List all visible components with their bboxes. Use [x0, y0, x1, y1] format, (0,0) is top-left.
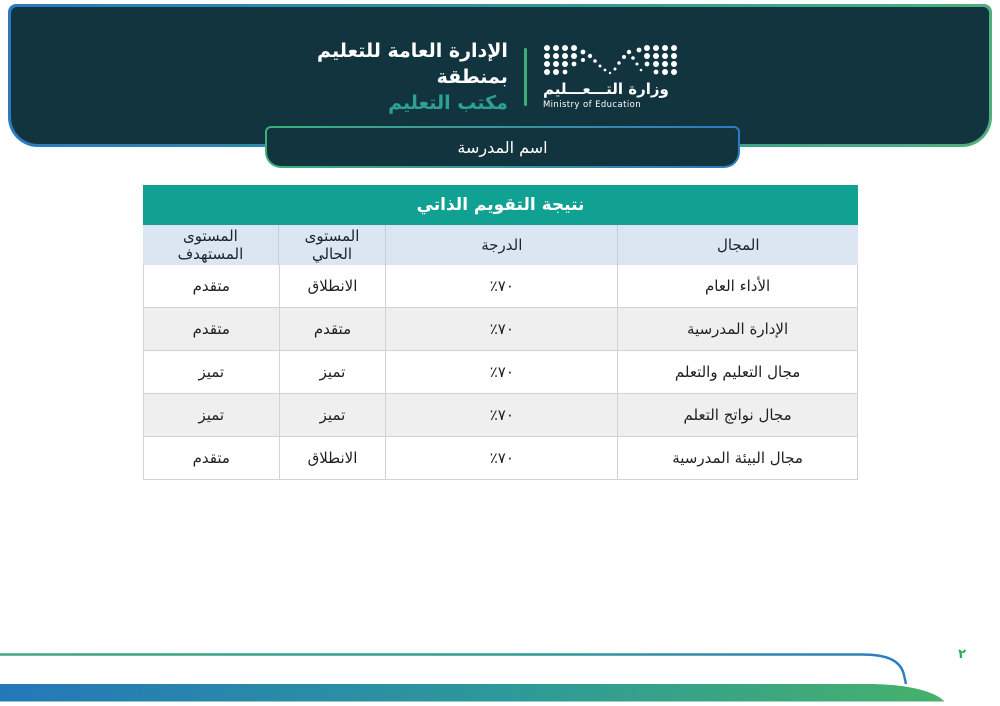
header-inner: الإدارة العامة للتعليم بمنطقة مكتب التعل…: [11, 7, 989, 144]
cell-target: تميز: [144, 394, 280, 436]
column-header-current: المستوى الحالي: [279, 225, 387, 265]
brand-block: الإدارة العامة للتعليم بمنطقة مكتب التعل…: [317, 38, 683, 116]
table-header-row: المجال الدرجة المستوى الحالي المستوى الم…: [143, 225, 858, 265]
school-name-tab-inner: اسم المدرسة: [267, 128, 738, 166]
footer-thin-line: [0, 653, 908, 685]
cell-domain: الإدارة المدرسية: [687, 320, 789, 338]
table-title: نتيجة التقويم الذاتي: [143, 185, 858, 225]
cell-current: تميز: [280, 394, 387, 436]
cell-current: تميز: [280, 351, 387, 393]
column-header-score: الدرجة: [386, 225, 619, 265]
table-row: الأداء العام ٧٠٪ الانطلاق متقدم: [144, 265, 857, 307]
self-evaluation-table: نتيجة التقويم الذاتي المجال الدرجة المست…: [143, 185, 858, 480]
table-row: مجال نواتج التعلم ٧٠٪ تميز تميز: [144, 393, 857, 436]
column-header-domain: المجال: [716, 236, 760, 254]
cell-domain: الأداء العام: [704, 277, 771, 295]
ministry-name-arabic: وزارة التـــعـــليم: [542, 79, 669, 98]
ministry-logo-dots-icon: [543, 44, 677, 75]
cell-score: ٧٠٪: [386, 308, 619, 350]
school-name-label: اسم المدرسة: [457, 137, 548, 157]
cell-current: متقدم: [280, 308, 387, 350]
header: الإدارة العامة للتعليم بمنطقة مكتب التعل…: [8, 4, 992, 147]
cell-score: ٧٠٪: [386, 351, 619, 393]
table-row: مجال البيئة المدرسية ٧٠٪ الانطلاق متقدم: [144, 436, 857, 479]
org-line-2: بمنطقة: [436, 65, 508, 88]
cell-domain: مجال التعليم والتعلم: [674, 363, 801, 381]
cell-domain: مجال البيئة المدرسية: [672, 449, 803, 467]
cell-score: ٧٠٪: [386, 437, 619, 479]
org-title: الإدارة العامة للتعليم بمنطقة مكتب التعل…: [317, 38, 508, 116]
footer-decoration: [0, 653, 944, 702]
page-number: ٢: [958, 647, 966, 662]
table-row: مجال التعليم والتعلم ٧٠٪ تميز تميز: [144, 350, 857, 393]
table-row: الإدارة المدرسية ٧٠٪ متقدم متقدم: [144, 307, 857, 350]
cell-domain: مجال نواتج التعلم: [683, 406, 792, 424]
footer-bar: [0, 684, 944, 702]
cell-score: ٧٠٪: [386, 394, 619, 436]
table-body: الأداء العام ٧٠٪ الانطلاق متقدم الإدارة …: [143, 265, 858, 480]
cell-target: متقدم: [144, 437, 280, 479]
ministry-name-english: Ministry of Education: [542, 99, 641, 110]
org-line-1: الإدارة العامة للتعليم: [317, 39, 508, 62]
column-header-target: المستوى المستهدف: [143, 225, 279, 265]
cell-target: متقدم: [144, 265, 280, 307]
education-office-label: مكتب التعليم: [388, 91, 508, 114]
cell-score: ٧٠٪: [386, 265, 619, 307]
ministry-logo: وزارة التـــعـــليم Ministry of Educatio…: [543, 44, 683, 110]
cell-current: الانطلاق: [280, 265, 387, 307]
brand-divider: [523, 47, 527, 106]
school-name-tab: اسم المدرسة: [265, 126, 740, 168]
cell-target: متقدم: [144, 308, 280, 350]
cell-current: الانطلاق: [280, 437, 387, 479]
cell-target: تميز: [144, 351, 280, 393]
